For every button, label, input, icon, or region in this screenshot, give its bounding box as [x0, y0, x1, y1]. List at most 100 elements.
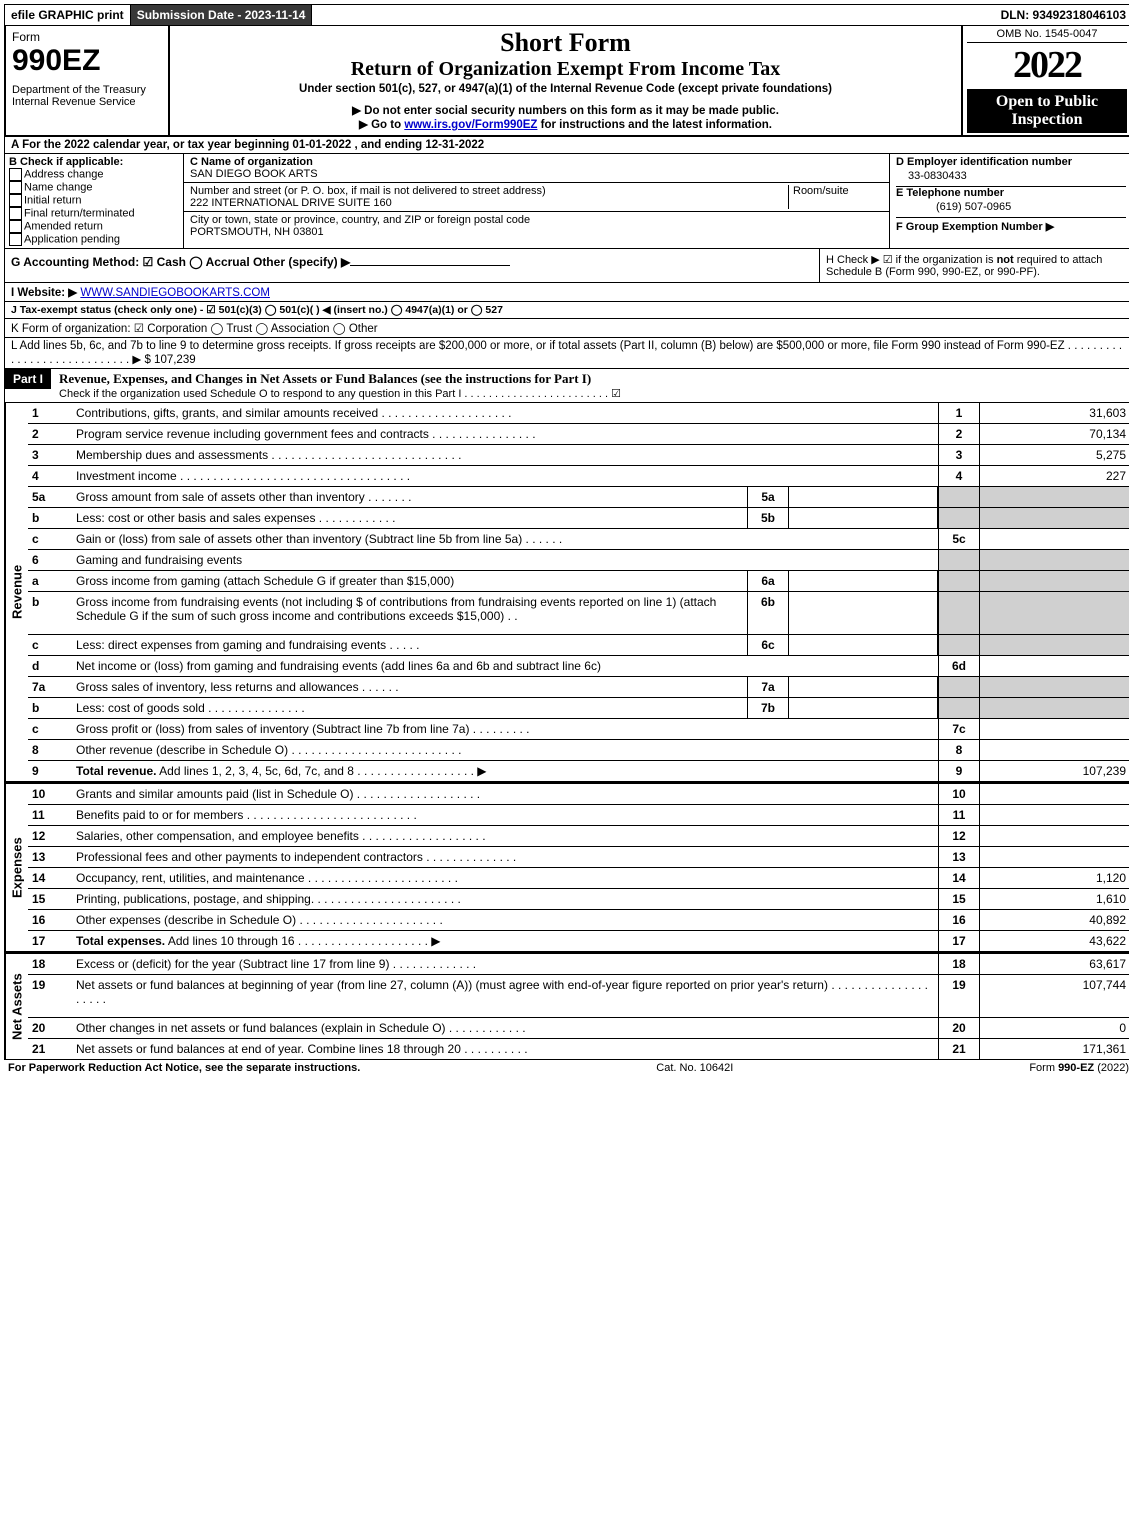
line-desc: Total expenses. Add lines 10 through 16 …: [72, 931, 938, 951]
line-desc: Other expenses (describe in Schedule O) …: [72, 910, 938, 930]
amount-value: 70,134: [980, 424, 1129, 444]
sub-line-value: [789, 635, 938, 655]
amount-value: 63,617: [980, 954, 1129, 974]
right-line-number: 14: [938, 868, 980, 888]
cb-address[interactable]: Address change: [9, 168, 179, 181]
sub-line-number: 7b: [747, 698, 789, 718]
line-desc: Contributions, gifts, grants, and simila…: [72, 403, 938, 423]
table-row: 18Excess or (deficit) for the year (Subt…: [28, 954, 1129, 974]
line-desc: Less: cost of goods sold . . . . . . . .…: [72, 698, 747, 718]
amount-value: [980, 784, 1129, 804]
table-row: bGross income from fundraising events (n…: [28, 591, 1129, 634]
website-link[interactable]: WWW.SANDIEGOBOOKARTS.COM: [80, 287, 270, 299]
right-line-number: 11: [938, 805, 980, 825]
line-desc: Grants and similar amounts paid (list in…: [72, 784, 938, 804]
footer-left: For Paperwork Reduction Act Notice, see …: [8, 1062, 360, 1074]
line-number: 15: [28, 889, 72, 909]
open-public-badge: Open to Public Inspection: [967, 89, 1127, 133]
line-desc: Gaming and fundraising events: [72, 550, 938, 570]
amount-value: 31,603: [980, 403, 1129, 423]
line-desc: Occupancy, rent, utilities, and maintena…: [72, 868, 938, 888]
right-line-number: 7c: [938, 719, 980, 739]
amount-value: 43,622: [980, 931, 1129, 951]
page-footer: For Paperwork Reduction Act Notice, see …: [4, 1060, 1129, 1076]
table-row: 3Membership dues and assessments . . . .…: [28, 444, 1129, 465]
table-row: bLess: cost of goods sold . . . . . . . …: [28, 697, 1129, 718]
table-row: cGain or (loss) from sale of assets othe…: [28, 528, 1129, 549]
line-number: b: [28, 592, 72, 634]
line-number: 14: [28, 868, 72, 888]
line-desc: Gross profit or (loss) from sales of inv…: [72, 719, 938, 739]
line-desc: Gain or (loss) from sale of assets other…: [72, 529, 938, 549]
cb-final[interactable]: Final return/terminated: [9, 207, 179, 220]
line-desc: Other changes in net assets or fund bala…: [72, 1018, 938, 1038]
omb-number: OMB No. 1545-0047: [967, 28, 1127, 43]
form-number: 990EZ: [12, 44, 162, 78]
line-number: 12: [28, 826, 72, 846]
line-number: 19: [28, 975, 72, 1017]
section-a-through-l: A For the 2022 calendar year, or tax yea…: [4, 137, 1129, 369]
table-row: 11Benefits paid to or for members . . . …: [28, 804, 1129, 825]
line-number: 18: [28, 954, 72, 974]
line-h: H Check ▶ ☑ if the organization is not r…: [819, 249, 1129, 282]
line-number: 5a: [28, 487, 72, 507]
form-title: Short Form: [176, 28, 955, 58]
table-row: aGross income from gaming (attach Schedu…: [28, 570, 1129, 591]
line-desc: Excess or (deficit) for the year (Subtra…: [72, 954, 938, 974]
right-line-number: 12: [938, 826, 980, 846]
right-line-number: 19: [938, 975, 980, 1017]
right-line-number: 20: [938, 1018, 980, 1038]
line-desc: Net assets or fund balances at end of ye…: [72, 1039, 938, 1059]
cb-name[interactable]: Name change: [9, 181, 179, 194]
amount-value: [980, 826, 1129, 846]
irs-link[interactable]: www.irs.gov/Form990EZ: [404, 119, 537, 131]
sub-line-value: [789, 698, 938, 718]
line-desc: Investment income . . . . . . . . . . . …: [72, 466, 938, 486]
cb-initial[interactable]: Initial return: [9, 194, 179, 207]
amount-value: [980, 740, 1129, 760]
amount-value: 1,610: [980, 889, 1129, 909]
efile-label[interactable]: efile GRAPHIC print: [5, 5, 131, 25]
sub-line-value: [789, 677, 938, 697]
line-number: 16: [28, 910, 72, 930]
line-k: K Form of organization: ☑ Corporation ◯ …: [5, 319, 1129, 338]
line-number: 11: [28, 805, 72, 825]
cb-amended[interactable]: Amended return: [9, 220, 179, 233]
line-number: 17: [28, 931, 72, 951]
line-number: 13: [28, 847, 72, 867]
line-number: 9: [28, 761, 72, 781]
sub-line-value: [789, 571, 938, 591]
line-g: G Accounting Method: ☑ Cash ◯ Accrual Ot…: [5, 249, 819, 282]
form-subtitle: Return of Organization Exempt From Incom…: [176, 58, 955, 81]
table-row: 21Net assets or fund balances at end of …: [28, 1038, 1129, 1059]
footer-right: Form 990-EZ (2022): [1029, 1062, 1129, 1074]
amount-value: [980, 635, 1129, 655]
line-number: 8: [28, 740, 72, 760]
sub-line-number: 6b: [747, 592, 789, 634]
phone-label: E Telephone number: [896, 187, 1126, 199]
right-line-number: 16: [938, 910, 980, 930]
amount-value: 40,892: [980, 910, 1129, 930]
cb-pending[interactable]: Application pending: [9, 233, 179, 246]
right-line-number: 4: [938, 466, 980, 486]
netassets-vlabel: Net Assets: [5, 954, 28, 1059]
table-row: dNet income or (loss) from gaming and fu…: [28, 655, 1129, 676]
sub-line-number: 5b: [747, 508, 789, 528]
line-number: c: [28, 635, 72, 655]
line-desc: Net assets or fund balances at beginning…: [72, 975, 938, 1017]
line-number: b: [28, 698, 72, 718]
right-line-number: 13: [938, 847, 980, 867]
amount-value: [980, 847, 1129, 867]
right-line-number: 18: [938, 954, 980, 974]
sub-line-number: 6a: [747, 571, 789, 591]
line-l: L Add lines 5b, 6c, and 7b to line 9 to …: [5, 338, 1129, 368]
right-line-number: 9: [938, 761, 980, 781]
right-line-number: [938, 487, 980, 507]
right-line-number: 21: [938, 1039, 980, 1059]
right-line-number: 6d: [938, 656, 980, 676]
b-label: B Check if applicable:: [9, 156, 179, 168]
table-row: cGross profit or (loss) from sales of in…: [28, 718, 1129, 739]
part1-check: Check if the organization used Schedule …: [59, 387, 1124, 400]
right-line-number: 10: [938, 784, 980, 804]
city-value: PORTSMOUTH, NH 03801: [190, 226, 883, 238]
